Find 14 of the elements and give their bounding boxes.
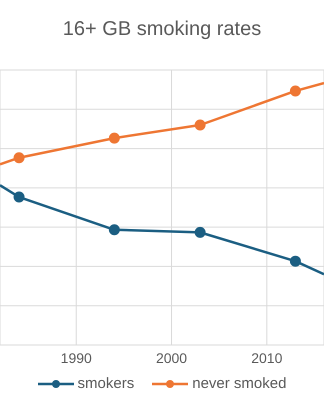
legend-label: never smoked [191, 375, 286, 392]
point [290, 85, 301, 96]
chart-title: 16+ GB smoking rates [62, 17, 262, 42]
point [14, 192, 25, 203]
legend-label: smokers [76, 375, 134, 392]
point [194, 120, 206, 130]
point [194, 226, 206, 238]
point [14, 152, 25, 164]
x-tick-label: 2000 [156, 350, 188, 366]
x-tick-label: 1990 [60, 350, 92, 366]
point [108, 224, 120, 236]
x-tick-label: 2010 [251, 350, 283, 366]
point [108, 132, 120, 144]
point [290, 256, 301, 267]
